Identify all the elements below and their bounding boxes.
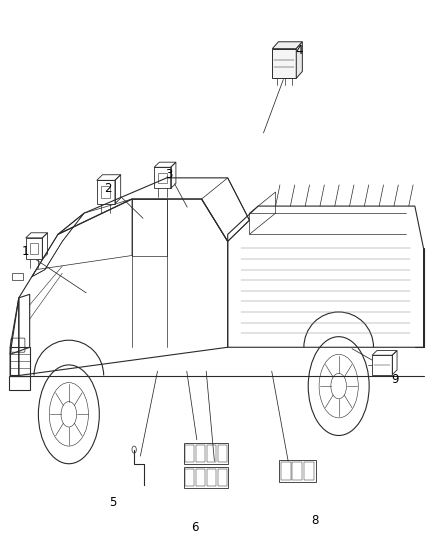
Text: 9: 9 xyxy=(392,373,399,385)
Text: 4: 4 xyxy=(296,44,303,58)
Polygon shape xyxy=(272,42,302,49)
Polygon shape xyxy=(272,49,296,78)
Text: 5: 5 xyxy=(109,496,116,509)
Text: 2: 2 xyxy=(104,182,112,195)
Polygon shape xyxy=(296,42,302,78)
Text: 8: 8 xyxy=(311,514,318,527)
Text: 1: 1 xyxy=(21,246,29,259)
Text: 3: 3 xyxy=(165,168,173,181)
Text: 6: 6 xyxy=(191,521,199,533)
